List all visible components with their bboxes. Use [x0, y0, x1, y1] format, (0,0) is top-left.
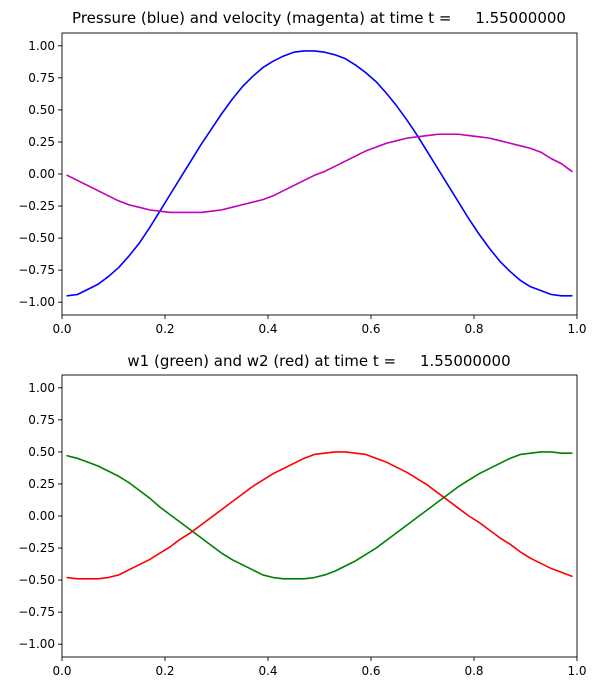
pressure-velocity-y-tick-label: 1.00 [28, 39, 55, 53]
w1-w2-y-tick-label: −0.75 [18, 605, 55, 619]
pressure-velocity-y-tick-label: −0.50 [18, 231, 55, 245]
pressure-velocity-y-ticks: 1.00 0.75 0.50 0.25 0.00 −0.25 −0.50 −0.75 −1.00 [18, 39, 62, 309]
w1-w2-series [66, 451, 573, 580]
w1-w2-y-tick-label: −1.00 [18, 637, 55, 651]
pressure-velocity-x-tick-label: 0.0 [52, 322, 71, 336]
w1-w2-plot: w1 (green) and w2 (red) at time t = 1.55… [18, 352, 586, 678]
w1-w2-x-tick-label: 1.0 [567, 664, 586, 678]
w1-w2-series-line-0 [66, 451, 573, 580]
pressure-velocity-series [66, 50, 573, 297]
w1-w2-title: w1 (green) and w2 (red) at time t = 1.55… [127, 352, 510, 370]
pressure-velocity-plot: Pressure (blue) and velocity (magenta) a… [18, 9, 586, 336]
w1-w2-y-tick-label: −0.25 [18, 541, 55, 555]
pressure-velocity-y-tick-label: 0.00 [28, 167, 55, 181]
w1-w2-x-tick-label: 0.6 [361, 664, 380, 678]
pressure-velocity-series-line-1 [66, 133, 573, 214]
pressure-velocity-x-tick-label: 0.8 [464, 322, 483, 336]
pressure-velocity-y-tick-label: −0.25 [18, 199, 55, 213]
w1-w2-y-tick-label: 0.50 [28, 445, 55, 459]
pressure-velocity-x-tick-label: 0.6 [361, 322, 380, 336]
w1-w2-x-ticks: 0.0 0.2 0.4 0.6 0.8 1.0 [52, 657, 587, 678]
pressure-velocity-x-tick-label: 0.4 [258, 322, 277, 336]
w1-w2-x-tick-label: 0.4 [258, 664, 277, 678]
w1-w2-x-tick-label: 0.0 [52, 664, 71, 678]
w1-w2-y-tick-label: 0.25 [28, 477, 55, 491]
pressure-velocity-title: Pressure (blue) and velocity (magenta) a… [72, 9, 566, 27]
w1-w2-series-line-1 [66, 451, 573, 580]
pressure-velocity-y-tick-label: 0.50 [28, 103, 55, 117]
w1-w2-y-ticks: 1.00 0.75 0.50 0.25 0.00 −0.25 −0.50 −0.75 −1.00 [18, 381, 62, 651]
w1-w2-axes-frame [61, 374, 578, 658]
w1-w2-x-tick-label: 0.2 [155, 664, 174, 678]
pressure-velocity-y-tick-label: −1.00 [18, 295, 55, 309]
pressure-velocity-series-line-0 [66, 50, 573, 297]
pressure-velocity-y-tick-label: 0.75 [28, 71, 55, 85]
w1-w2-y-tick-label: 0.00 [28, 509, 55, 523]
pressure-velocity-x-tick-label: 1.0 [567, 322, 586, 336]
pressure-velocity-y-tick-label: 0.25 [28, 135, 55, 149]
w1-w2-y-tick-label: −0.50 [18, 573, 55, 587]
w1-w2-x-tick-label: 0.8 [464, 664, 483, 678]
pressure-velocity-y-tick-label: −0.75 [18, 263, 55, 277]
w1-w2-y-tick-label: 1.00 [28, 381, 55, 395]
pressure-velocity-x-tick-label: 0.2 [155, 322, 174, 336]
pressure-velocity-x-ticks: 0.0 0.2 0.4 0.6 0.8 1.0 [52, 315, 587, 336]
w1-w2-y-tick-label: 0.75 [28, 413, 55, 427]
